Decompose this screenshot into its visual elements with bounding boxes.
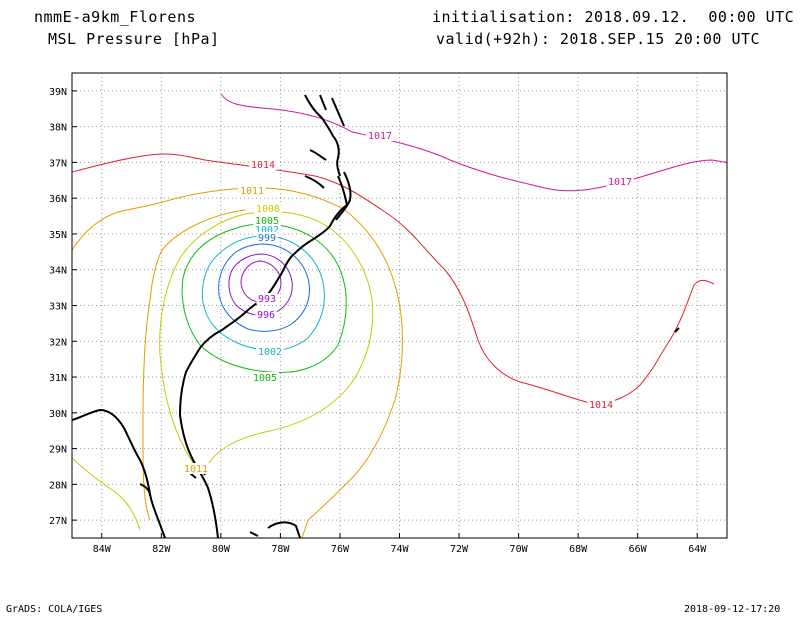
lat-tick-label: 30N — [49, 409, 67, 420]
contour-label-bg — [256, 346, 284, 357]
lat-tick-label: 29N — [49, 445, 67, 456]
lon-tick-label: 80W — [212, 544, 231, 555]
lat-tick-label: 31N — [49, 373, 67, 384]
contour-label: 1014 — [589, 400, 613, 411]
contour-label-bg — [251, 372, 279, 383]
contour-label-bg — [256, 293, 278, 304]
contour-label: 993 — [258, 294, 276, 305]
contour-label-bg — [254, 203, 282, 214]
lon-tick-label: 76W — [331, 544, 350, 555]
lat-tick-label: 35N — [49, 230, 67, 241]
contour-label: 1017 — [368, 131, 392, 142]
contour-label: 1005 — [253, 373, 277, 384]
contour-label: 1017 — [608, 177, 632, 188]
software-credit: GrADS: COLA/IGES — [6, 604, 103, 615]
isobar-996 — [228, 253, 293, 317]
us-east-coastline — [178, 175, 349, 538]
isobar-999 — [218, 243, 310, 332]
lon-tick-label: 82W — [152, 544, 171, 555]
contour-label-bg — [182, 463, 210, 474]
lon-tick-label: 72W — [450, 544, 469, 555]
lat-tick-label: 39N — [49, 87, 67, 98]
render-timestamp: 2018-09-12-17:20 — [684, 604, 781, 615]
lon-tick-label: 68W — [569, 544, 588, 555]
lat-tick-label: 37N — [49, 158, 67, 169]
bahamas-coast — [249, 521, 301, 538]
contour-label: 996 — [257, 310, 275, 321]
contour-label-bg — [253, 215, 281, 226]
contour-label-bg — [606, 176, 634, 187]
axis-ticks: 84W 82W 80W 78W 76W 74W 72W 70W 68W 66W 64W 39N 38N 3… — [49, 87, 707, 555]
lat-tick-label: 36N — [49, 194, 67, 205]
florida-coast — [72, 408, 206, 538]
lon-tick-label: 74W — [390, 544, 409, 555]
lon-tick-label: 64W — [688, 544, 707, 555]
model-name: nmmE-a9km_Florens — [34, 8, 197, 26]
isobar-1011 — [72, 187, 403, 538]
lon-tick-label: 70W — [510, 544, 529, 555]
lat-tick-label: 38N — [49, 123, 67, 134]
isobar-1011-west — [142, 209, 246, 521]
lat-tick-label: 32N — [49, 337, 67, 348]
contour-label: 1005 — [255, 216, 279, 227]
contour-label: 1011 — [184, 464, 208, 475]
contour-label-bg — [366, 130, 394, 141]
isobar-1008-loop — [159, 211, 374, 471]
init-time: initialisation: 2018.09.12. 00:00 UTC — [432, 8, 795, 26]
lat-tick-label: 28N — [49, 480, 67, 491]
isobar-1017 — [220, 93, 727, 192]
isobar-1002 — [201, 235, 325, 351]
lon-tick-label: 84W — [93, 544, 112, 555]
bermuda-island — [674, 327, 680, 333]
contour-label: 1002 — [258, 347, 282, 358]
contour-label: 999 — [258, 233, 276, 244]
contour-labels: 1017101710141014101110111008100510051002… — [182, 130, 634, 475]
isobar-1008 — [72, 457, 141, 531]
contour-label: 1011 — [240, 186, 264, 197]
contour-label-bg — [249, 159, 277, 170]
contour-label-bg — [255, 309, 277, 320]
contour-label: 1008 — [256, 204, 280, 215]
isobar-1014 — [72, 153, 715, 404]
lat-tick-label: 27N — [49, 516, 67, 527]
contour-label-bg — [238, 185, 266, 196]
lat-tick-label: 33N — [49, 302, 67, 313]
lon-tick-label: 78W — [271, 544, 290, 555]
contour-label-bg — [253, 224, 281, 235]
lat-tick-label: 34N — [49, 266, 67, 277]
contour-label: 1002 — [255, 225, 279, 236]
lon-tick-label: 66W — [629, 544, 648, 555]
chesapeake-bay — [304, 94, 345, 189]
contour-label: 1014 — [251, 160, 275, 171]
valid-time: valid(+92h): 2018.SEP.15 20:00 UTC — [436, 30, 761, 48]
isobar-1005 — [181, 223, 347, 374]
contour-label-bg — [587, 399, 615, 410]
outer-banks — [335, 171, 352, 221]
contour-label-bg — [256, 232, 278, 243]
field-name: MSL Pressure [hPa] — [48, 30, 220, 48]
